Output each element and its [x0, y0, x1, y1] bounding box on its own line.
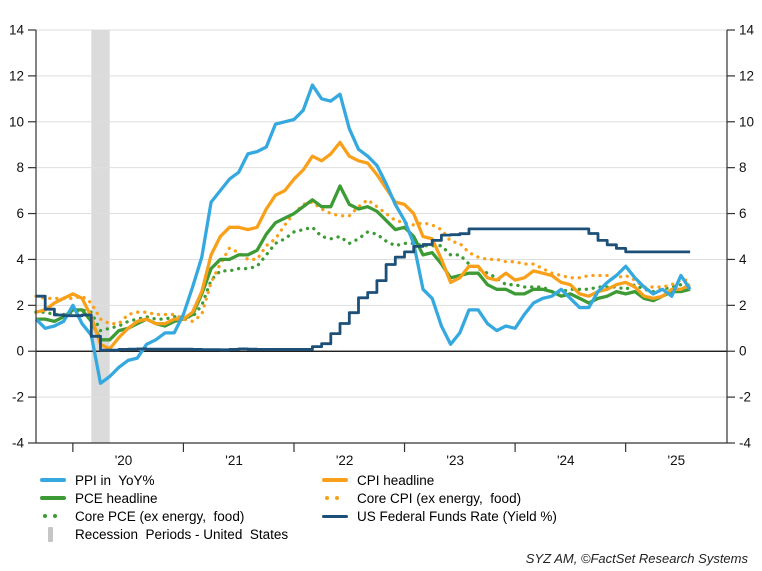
y-tick-label-right: 12	[739, 68, 754, 83]
ppi-line-swatch-icon	[40, 478, 66, 482]
legend-item-ppi: PPI in YoY%	[40, 471, 322, 489]
y-tick-label-left: 14	[9, 23, 25, 38]
x-tick-label: '25	[668, 453, 686, 468]
fed-funds-line-swatch-icon	[322, 514, 348, 518]
y-tick-label-left: 10	[9, 114, 24, 129]
y-tick-label-left: 12	[9, 68, 24, 83]
legend-item-fed-funds: US Federal Funds Rate (Yield %)	[322, 507, 557, 525]
legend-label-fed-funds: US Federal Funds Rate (Yield %)	[357, 508, 557, 524]
cpi-line-swatch-icon	[322, 478, 348, 482]
y-tick-label-left: 4	[16, 252, 24, 267]
x-tick-label: '24	[557, 453, 575, 468]
y-tick-label-left: 2	[16, 298, 24, 313]
y-tick-label-left: 8	[16, 160, 24, 175]
inflation-rates-line-chart: 14 14 12 12 10 10 8 8 6 6 4 4 2 2 0 0 -2 -2 -4 -4 '20 '21 '22 '…	[9, 23, 755, 469]
legend-label-ppi: PPI in YoY%	[75, 472, 155, 488]
x-tick-label: '20	[115, 453, 133, 468]
legend-item-recession: Recession Periods - United States	[40, 525, 322, 543]
series-line-core-cpi	[34, 198, 692, 326]
y-tick-label-right: 4	[739, 252, 747, 267]
y-tick-label-right: 10	[739, 114, 754, 129]
legend-label-pce: PCE headline	[75, 490, 158, 506]
legend-label-core-cpi: Core CPI (ex energy, food)	[357, 490, 522, 506]
legend-item-pce: PCE headline	[40, 489, 322, 507]
series-line-fed-funds	[36, 227, 691, 352]
x-tick-label: '23	[446, 453, 464, 468]
y-tick-label-left: -4	[12, 436, 24, 451]
x-tick-label: '21	[225, 453, 243, 468]
x-tick-label: '22	[336, 453, 354, 468]
legend-label-cpi: CPI headline	[357, 472, 435, 488]
y-tick-label-right: 8	[739, 160, 747, 175]
y-tick-label-right: 0	[739, 344, 747, 359]
pce-line-swatch-icon	[40, 496, 66, 500]
chart-legend: PPI in YoY% CPI headline PCE headline Co…	[40, 471, 557, 543]
y-tick-label-right: 6	[739, 206, 747, 221]
y-tick-label-right: 2	[739, 298, 747, 313]
recession-band-swatch-icon	[48, 526, 53, 542]
core-cpi-dotted-swatch-icon	[322, 496, 348, 500]
legend-label-core-pce: Core PCE (ex energy, food)	[75, 508, 245, 524]
y-tick-label-right: 14	[739, 23, 755, 38]
y-tick-label-left: 0	[16, 344, 24, 359]
series-line-cpi	[35, 140, 691, 351]
legend-label-recession: Recession Periods - United States	[75, 526, 289, 542]
legend-item-core-pce: Core PCE (ex energy, food)	[40, 507, 322, 525]
y-tick-label-left: -2	[12, 390, 24, 405]
legend-item-cpi: CPI headline	[322, 471, 557, 489]
series-line-pce	[36, 184, 691, 342]
core-pce-dotted-swatch-icon	[40, 514, 66, 518]
series-line-core-pce	[34, 225, 692, 333]
y-tick-label-left: 6	[16, 206, 24, 221]
series-line-ppi	[34, 83, 692, 385]
y-tick-label-right: -2	[739, 390, 751, 405]
y-tick-label-right: -4	[739, 436, 751, 451]
legend-item-core-cpi: Core CPI (ex energy, food)	[322, 489, 557, 507]
source-attribution: SYZ AM, ©FactSet Research Systems	[525, 551, 748, 566]
